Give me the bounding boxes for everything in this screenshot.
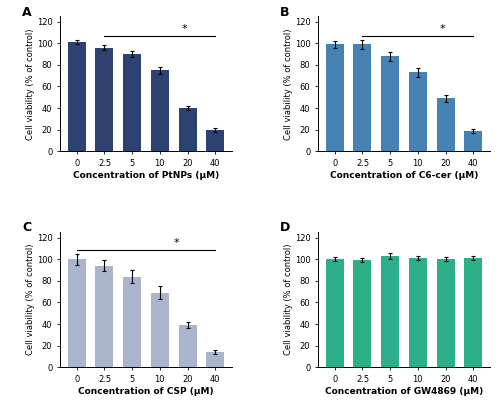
Bar <box>68 42 86 151</box>
Text: *: * <box>440 24 445 34</box>
Bar <box>178 108 196 151</box>
Bar <box>326 44 344 151</box>
Bar <box>123 277 141 367</box>
Bar <box>68 259 86 367</box>
Bar <box>326 259 344 367</box>
Bar <box>464 258 482 367</box>
Bar <box>381 256 399 367</box>
Y-axis label: Cell viability (% of control): Cell viability (% of control) <box>284 28 293 140</box>
X-axis label: Concentration of C6-cer (μM): Concentration of C6-cer (μM) <box>330 171 478 180</box>
X-axis label: Concentration of PtNPs (μM): Concentration of PtNPs (μM) <box>73 171 219 180</box>
Bar <box>464 131 482 151</box>
Bar <box>96 48 114 151</box>
Bar <box>151 70 169 151</box>
Bar <box>206 352 224 367</box>
Bar <box>354 44 372 151</box>
Bar <box>436 98 454 151</box>
Text: *: * <box>174 238 180 248</box>
Text: B: B <box>280 6 289 18</box>
Bar <box>436 259 454 367</box>
Bar <box>151 293 169 367</box>
Text: C: C <box>22 222 32 235</box>
X-axis label: Concentration of GW4869 (μM): Concentration of GW4869 (μM) <box>325 387 483 396</box>
Y-axis label: Cell viability (% of control): Cell viability (% of control) <box>26 244 35 355</box>
Bar <box>409 73 427 151</box>
X-axis label: Concentration of CSP (μM): Concentration of CSP (μM) <box>78 387 214 396</box>
Bar <box>409 258 427 367</box>
Bar <box>206 130 224 151</box>
Y-axis label: Cell viability (% of control): Cell viability (% of control) <box>26 28 35 140</box>
Text: *: * <box>182 24 187 34</box>
Bar <box>381 56 399 151</box>
Y-axis label: Cell viability (% of control): Cell viability (% of control) <box>284 244 293 355</box>
Bar <box>178 325 196 367</box>
Bar <box>96 266 114 367</box>
Text: D: D <box>280 222 290 235</box>
Bar <box>354 260 372 367</box>
Bar <box>123 54 141 151</box>
Text: A: A <box>22 6 32 18</box>
